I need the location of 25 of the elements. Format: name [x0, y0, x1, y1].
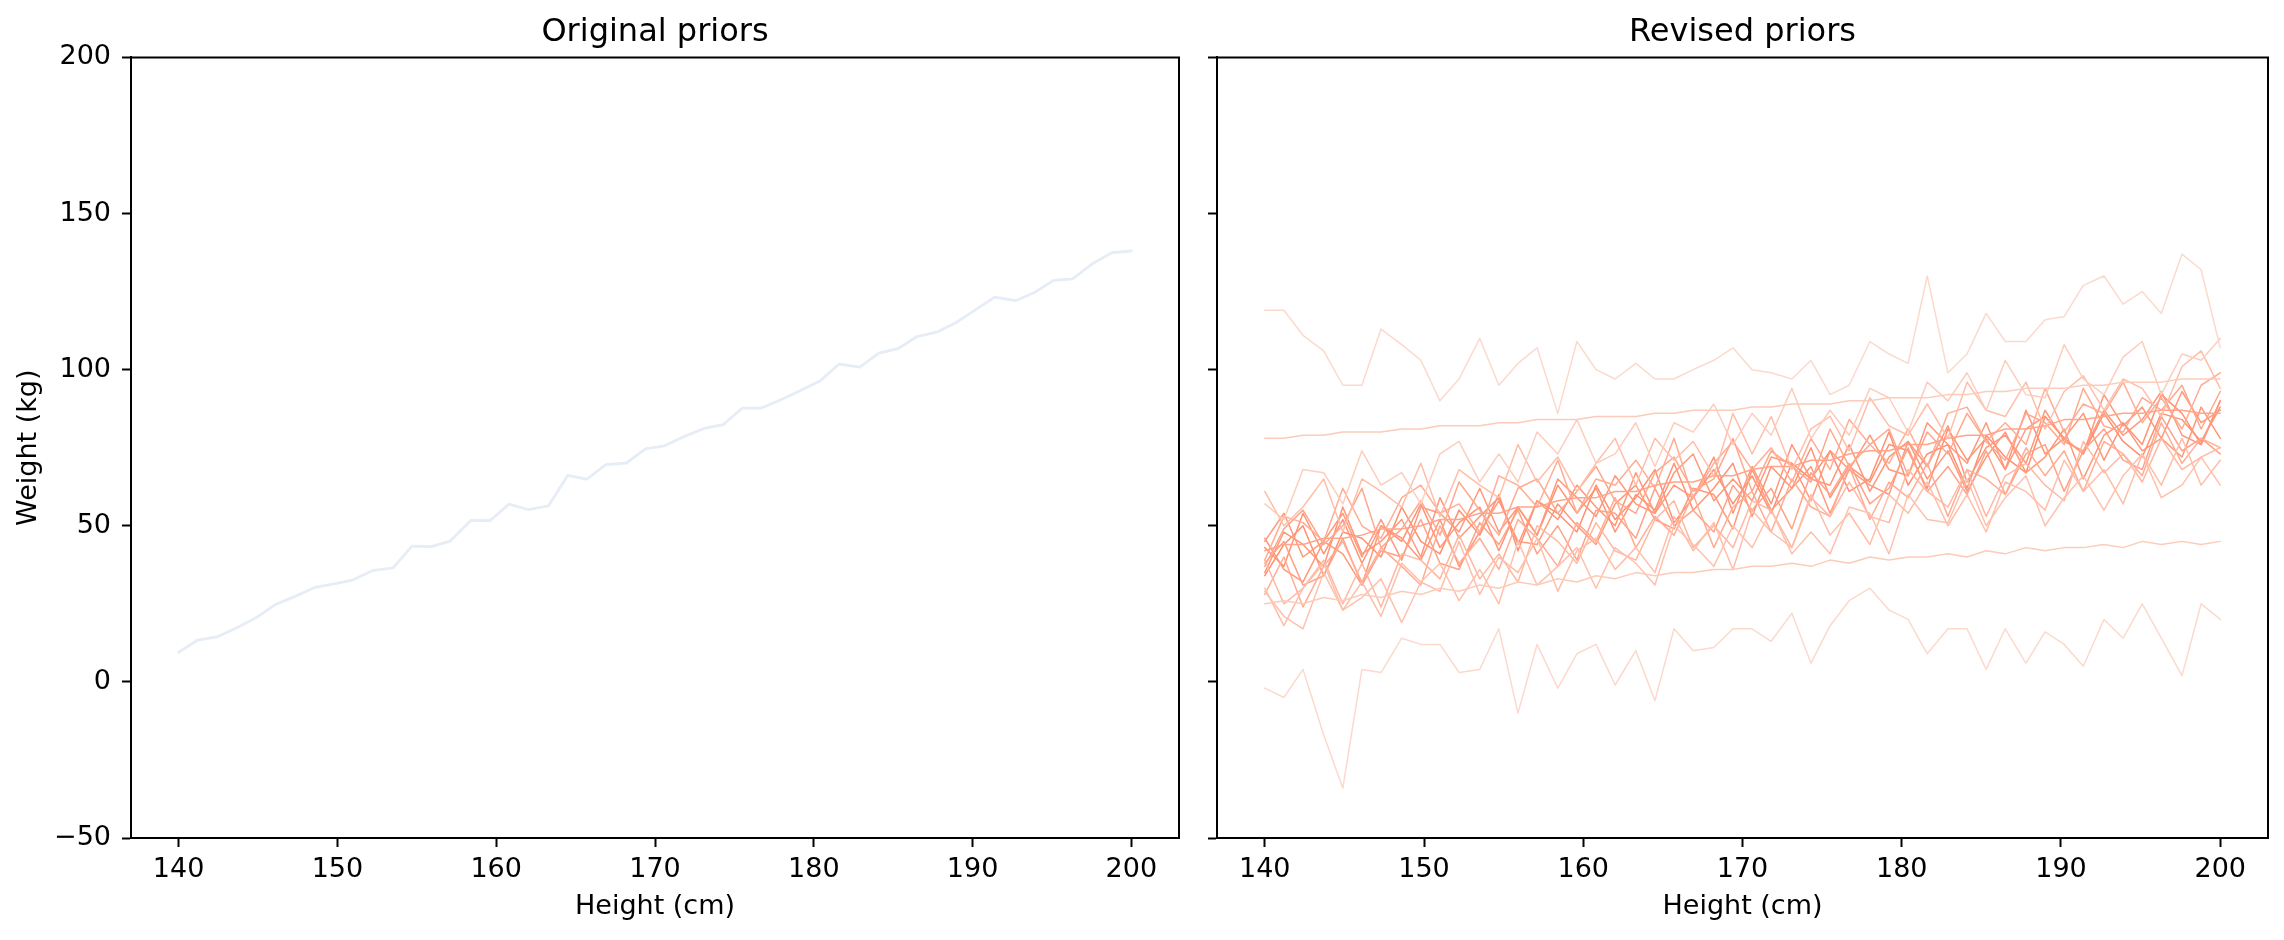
y-axis-title: Weight (kg) — [11, 369, 43, 526]
y-tick-label: 50 — [76, 507, 111, 539]
x-tick-label: 150 — [311, 852, 364, 884]
x-tick-label: 200 — [2194, 852, 2246, 884]
x-tick-label: 170 — [1716, 852, 1769, 884]
x-tick-label: 150 — [1398, 852, 1450, 884]
x-tick-label: 200 — [1105, 852, 1158, 884]
x-tick-label: 190 — [2035, 852, 2087, 884]
x-axis-title: Height (cm) — [574, 888, 736, 920]
chart-title: Revised priors — [1629, 10, 1856, 49]
y-tick-label: 200 — [59, 39, 111, 71]
x-tick-label: 140 — [1239, 852, 1291, 884]
y-tick-label: −50 — [54, 820, 111, 852]
y-tick-label: 150 — [59, 195, 111, 227]
x-tick-label: 190 — [946, 852, 999, 884]
x-tick-label: 170 — [629, 852, 681, 884]
x-tick-label: 160 — [470, 852, 522, 884]
x-tick-label: 140 — [152, 852, 205, 884]
x-tick-label: 160 — [1557, 852, 1610, 884]
y-tick-label: 100 — [59, 351, 111, 383]
x-axis-title: Height (cm) — [1662, 888, 1823, 920]
x-tick-label: 180 — [1875, 852, 1928, 884]
chart-title: Original priors — [541, 10, 769, 49]
x-tick-label: 180 — [788, 852, 840, 884]
y-tick-label: 0 — [93, 663, 111, 695]
